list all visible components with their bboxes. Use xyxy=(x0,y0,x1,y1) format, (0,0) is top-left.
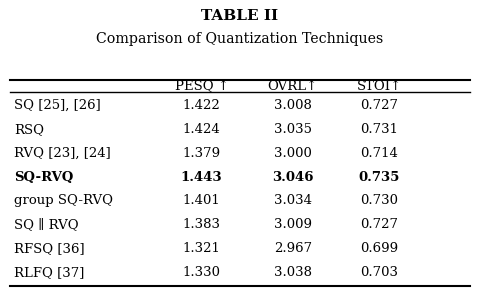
Text: SQ ∥ RVQ: SQ ∥ RVQ xyxy=(14,218,79,231)
Text: 3.035: 3.035 xyxy=(274,123,312,136)
Text: 1.379: 1.379 xyxy=(182,147,221,160)
Text: 1.330: 1.330 xyxy=(182,266,221,279)
Text: 3.008: 3.008 xyxy=(274,99,312,112)
Text: RFSQ [36]: RFSQ [36] xyxy=(14,242,85,255)
Text: RSQ: RSQ xyxy=(14,123,44,136)
Text: SQ-RVQ: SQ-RVQ xyxy=(14,171,74,184)
Text: RVQ [23], [24]: RVQ [23], [24] xyxy=(14,147,111,160)
Text: SQ [25], [26]: SQ [25], [26] xyxy=(14,99,101,112)
Text: 0.727: 0.727 xyxy=(360,218,398,231)
Text: 3.000: 3.000 xyxy=(274,147,312,160)
Text: 0.731: 0.731 xyxy=(360,123,398,136)
Text: 1.321: 1.321 xyxy=(183,242,220,255)
Text: TABLE II: TABLE II xyxy=(202,9,278,23)
Text: RLFQ [37]: RLFQ [37] xyxy=(14,266,85,279)
Text: 0.699: 0.699 xyxy=(360,242,398,255)
Text: 3.009: 3.009 xyxy=(274,218,312,231)
Text: 1.383: 1.383 xyxy=(182,218,221,231)
Text: OVRL↑: OVRL↑ xyxy=(268,79,318,93)
Text: 0.714: 0.714 xyxy=(360,147,398,160)
Text: 3.034: 3.034 xyxy=(274,194,312,207)
Text: 1.443: 1.443 xyxy=(181,171,222,184)
Text: 1.401: 1.401 xyxy=(183,194,220,207)
Text: Comparison of Quantization Techniques: Comparison of Quantization Techniques xyxy=(96,32,384,46)
Text: 0.727: 0.727 xyxy=(360,99,398,112)
Text: 0.730: 0.730 xyxy=(360,194,398,207)
Text: 3.046: 3.046 xyxy=(272,171,313,184)
Text: 2.967: 2.967 xyxy=(274,242,312,255)
Text: PESQ ↑: PESQ ↑ xyxy=(175,79,228,93)
Text: 1.422: 1.422 xyxy=(183,99,220,112)
Text: STOI↑: STOI↑ xyxy=(357,79,402,93)
Text: 1.424: 1.424 xyxy=(183,123,220,136)
Text: 0.703: 0.703 xyxy=(360,266,398,279)
Text: 3.038: 3.038 xyxy=(274,266,312,279)
Text: 0.735: 0.735 xyxy=(359,171,400,184)
Text: group SQ-RVQ: group SQ-RVQ xyxy=(14,194,113,207)
